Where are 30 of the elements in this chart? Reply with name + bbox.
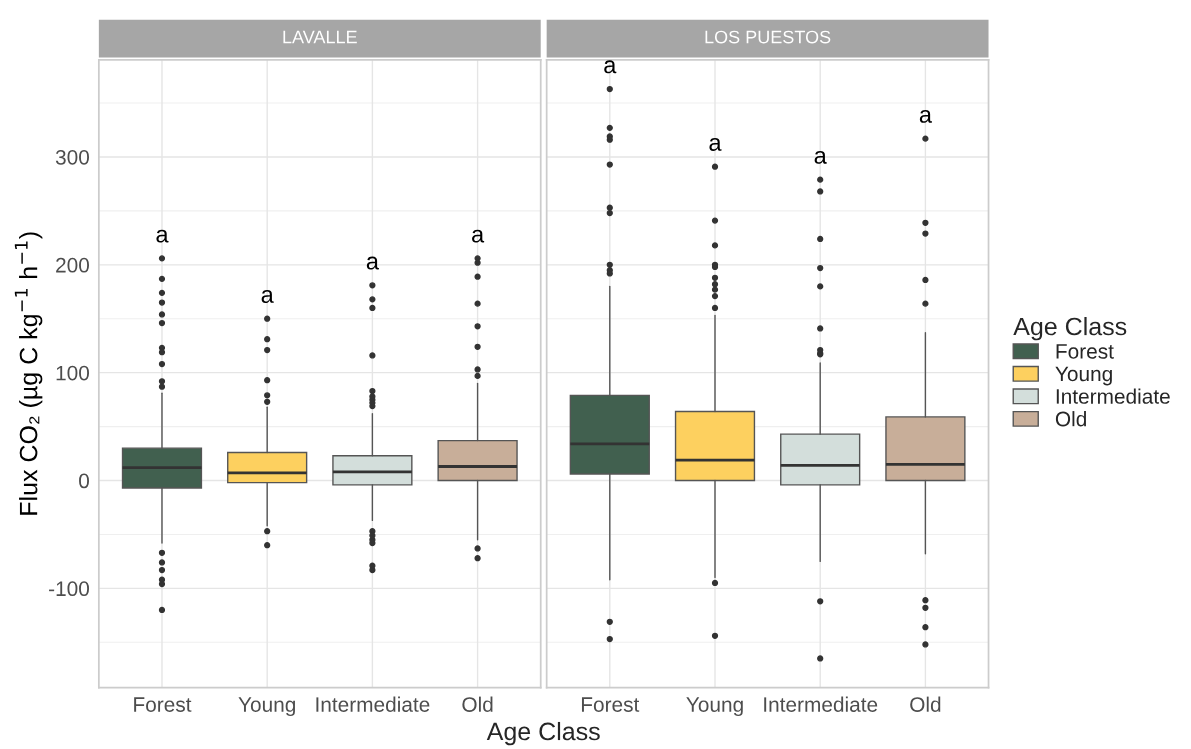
x-tick-label: Intermediate xyxy=(316,696,430,712)
annotation: a xyxy=(366,256,379,270)
legend-label: Forest xyxy=(1056,344,1114,359)
chart-title: LAVALLE xyxy=(283,30,357,44)
annotation: a xyxy=(709,137,722,151)
chart-title: LOS PUESTOS xyxy=(705,30,831,44)
annotation: a xyxy=(604,60,617,74)
y-tick-label: 300 xyxy=(55,149,90,165)
legend-label: Young xyxy=(1055,366,1112,386)
annotation: a xyxy=(261,290,274,303)
x-tick-label: Forest xyxy=(581,697,640,712)
x-tick-label: Old xyxy=(910,696,941,712)
y-tick-label: -100 xyxy=(49,581,90,597)
x-axis-title: Age Class xyxy=(486,721,600,746)
annotation: a xyxy=(156,229,169,243)
x-tick-label: Young xyxy=(238,697,296,717)
legend-label: Old xyxy=(1055,411,1086,427)
x-tick-label: Old xyxy=(462,696,493,712)
legend-title: Age Class xyxy=(1013,317,1127,341)
x-tick-label: Forest xyxy=(134,697,192,712)
y-axis-title: Flux CO₂ (µg C kg$^{−1}$ h$^{−1}$) xyxy=(14,232,43,515)
annotation: a xyxy=(472,229,485,243)
annotation: a xyxy=(814,150,827,164)
x-tick-label: Intermediate xyxy=(764,696,878,712)
annotation: a xyxy=(919,109,932,123)
y-tick-label: 100 xyxy=(56,365,90,381)
legend-label: Intermediate xyxy=(1056,388,1170,404)
y-tick-label: 200 xyxy=(56,257,90,273)
y-tick-label: 0 xyxy=(79,473,90,489)
x-tick-label: Young xyxy=(686,697,743,717)
